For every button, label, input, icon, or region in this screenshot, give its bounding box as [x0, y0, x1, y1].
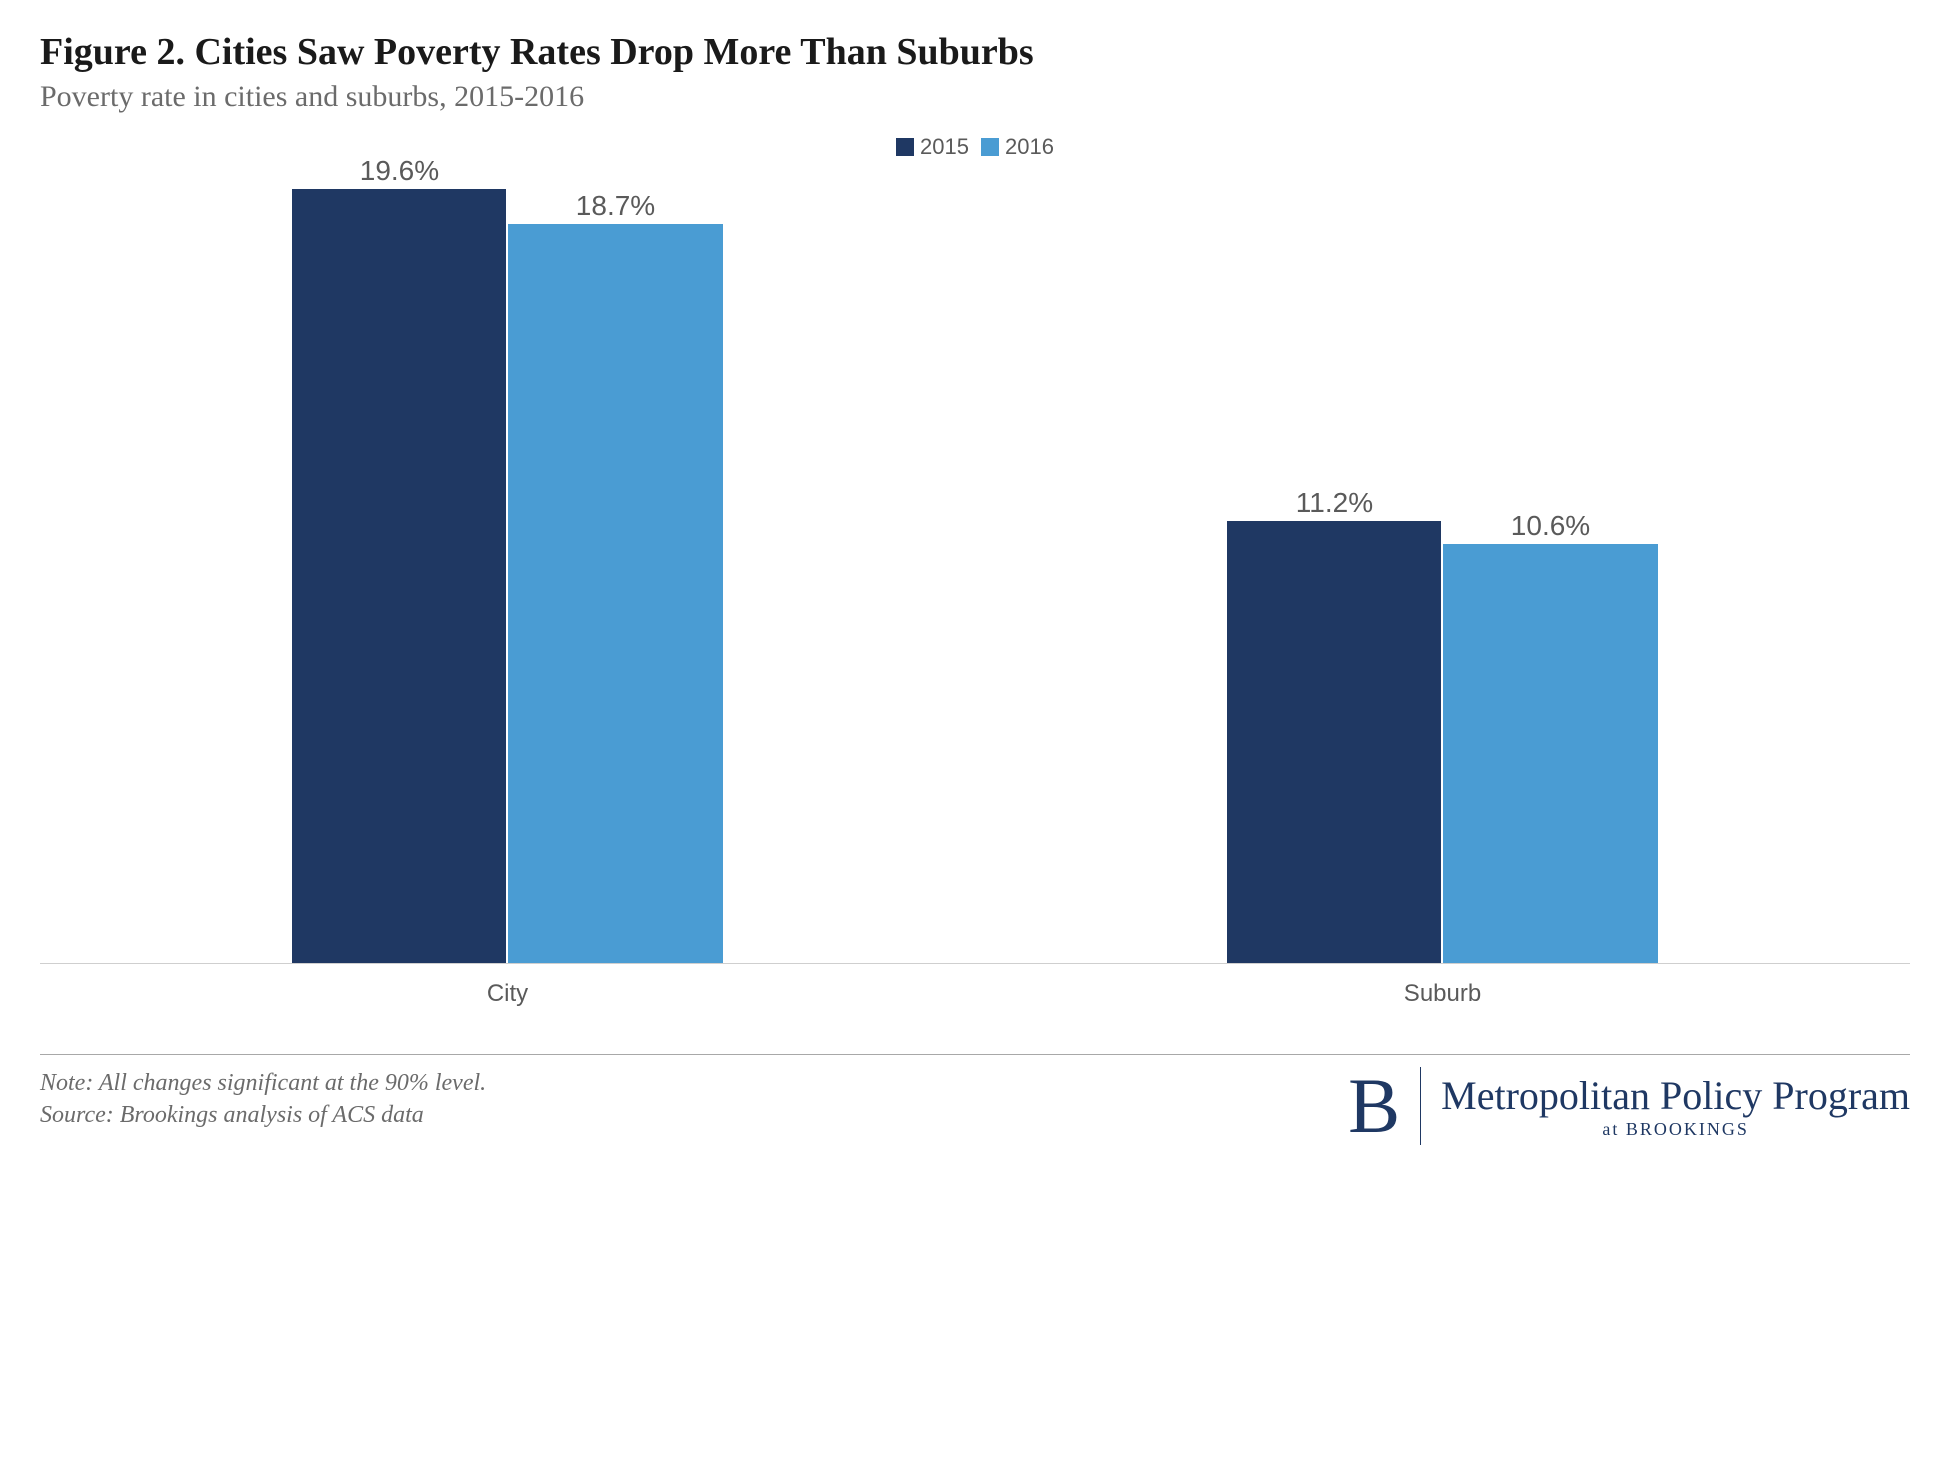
legend-item-2016: 2016 [981, 134, 1054, 160]
brand-letter-icon: B [1348, 1067, 1400, 1145]
footnotes: Note: All changes significant at the 90%… [40, 1067, 486, 1132]
legend-swatch-2016 [981, 138, 999, 156]
bar: 11.2% [1227, 521, 1441, 963]
x-axis-label: Suburb [1404, 980, 1481, 1008]
bar-value-label: 18.7% [576, 190, 655, 222]
bar-group-city: 19.6%18.7% [292, 189, 722, 963]
x-axis: CitySuburb [40, 964, 1910, 1004]
brand-logo: B Metropolitan Policy Program at BROOKIN… [1348, 1067, 1910, 1145]
bar-value-label: 11.2% [1296, 487, 1373, 519]
chart-subtitle: Poverty rate in cities and suburbs, 2015… [40, 80, 1910, 114]
brand-text: Metropolitan Policy Program at BROOKINGS [1441, 1072, 1910, 1140]
bar: 19.6% [292, 189, 506, 963]
brand-line2: at BROOKINGS [1602, 1119, 1749, 1140]
footnote-source: Source: Brookings analysis of ACS data [40, 1099, 486, 1131]
legend-item-2015: 2015 [896, 134, 969, 160]
x-axis-label: City [487, 980, 528, 1008]
bar: 10.6% [1443, 544, 1657, 963]
brand-line1: Metropolitan Policy Program [1441, 1072, 1910, 1119]
footnote-note: Note: All changes significant at the 90%… [40, 1067, 486, 1099]
bar-value-label: 10.6% [1511, 510, 1590, 542]
bar: 18.7% [508, 224, 722, 963]
legend: 2015 2016 [40, 134, 1910, 160]
legend-label-2015: 2015 [920, 134, 969, 160]
legend-label-2016: 2016 [1005, 134, 1054, 160]
footer: Note: All changes significant at the 90%… [40, 1055, 1910, 1145]
chart-plot-area: 19.6%18.7%11.2%10.6% [40, 174, 1910, 964]
bar-group-suburb: 11.2%10.6% [1227, 521, 1657, 963]
bar-value-label: 19.6% [360, 155, 439, 187]
chart-title: Figure 2. Cities Saw Poverty Rates Drop … [40, 30, 1910, 74]
brand-divider [1420, 1067, 1421, 1145]
legend-swatch-2015 [896, 138, 914, 156]
